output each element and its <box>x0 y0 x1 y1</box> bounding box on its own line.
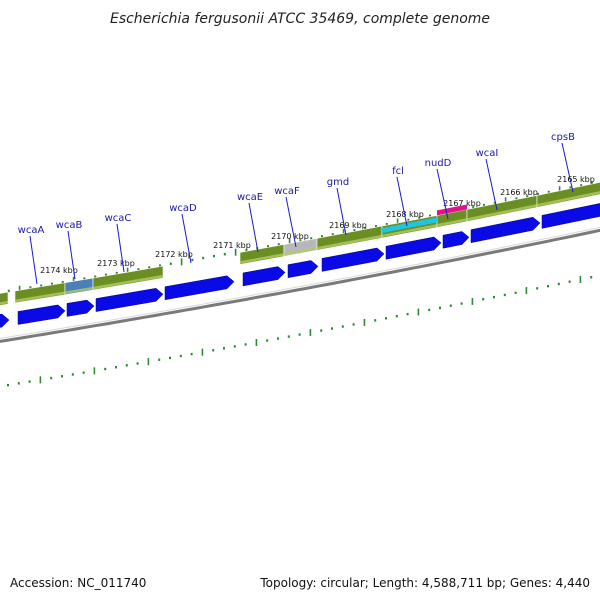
gene-leader-line <box>561 142 574 193</box>
gene-leader-line <box>285 196 297 248</box>
cds-arrow-track <box>0 203 600 328</box>
kbp-tick-label: 2169 kbp <box>329 221 367 230</box>
cds-arrow <box>470 216 541 244</box>
gene-label-gmd: gmd <box>327 177 349 188</box>
kbp-tick-label: 2166 kbp <box>500 188 538 197</box>
gene-bar-highlight <box>64 286 94 294</box>
gene-label-nudD: nudD <box>425 158 452 169</box>
gene-label-fcl: fcl <box>392 166 404 177</box>
inner-tick-track <box>7 275 593 387</box>
cds-arrow <box>321 247 385 272</box>
gene-bar-highlight <box>283 247 318 256</box>
kbp-tick-label: 2171 kbp <box>213 241 251 250</box>
gene-label-cpsB: cpsB <box>551 132 575 143</box>
cds-arrow <box>287 260 319 279</box>
accession-text: Accession: NC_011740 <box>10 576 146 590</box>
gene-leader-line <box>67 230 76 280</box>
cds-arrow <box>442 231 470 249</box>
gene-labels: cpsB wcaI nudD fcl gmd wcaF wcaE wcaD wcaC wcaB wc… <box>18 132 575 285</box>
gene-bar-highlight <box>239 253 285 264</box>
map-title: Escherichia fergusonii ATCC 35469, compl… <box>110 11 490 27</box>
gene-leader-line <box>116 223 125 273</box>
gene-bar-highlight <box>0 300 9 305</box>
gene-label-wcaE: wcaE <box>237 192 263 203</box>
gene-leader-line <box>336 187 347 236</box>
gene-bar-highlight <box>466 204 538 221</box>
cds-arrow <box>0 313 10 328</box>
gene-bar-highlight <box>436 218 468 227</box>
gene-bar-accent <box>437 204 467 216</box>
kbp-tick-label: 2165 kbp <box>557 175 595 184</box>
gene-bar-highlight <box>381 224 438 238</box>
gene-bar-highlight <box>14 291 66 303</box>
kbp-tick-label: 2174 kbp <box>40 266 78 275</box>
genome-backbone <box>0 226 600 343</box>
cds-arrow <box>17 304 66 325</box>
kbp-tick-label: 2167 kbp <box>443 199 481 208</box>
genome-summary-text: Topology: circular; Length: 4,588,711 bp… <box>259 576 590 590</box>
gene-bar-segment <box>0 291 9 306</box>
gene-label-wcaF: wcaF <box>274 186 300 197</box>
backbone-highlight <box>0 226 600 339</box>
backbone-line <box>0 228 600 343</box>
cds-arrow <box>95 288 164 312</box>
gene-leader-line <box>181 213 192 264</box>
cds-arrow <box>541 203 600 229</box>
cds-arrow <box>164 275 235 301</box>
cds-arrow <box>242 266 286 287</box>
gene-bar-accent <box>382 217 437 234</box>
gene-bar-highlight <box>92 274 164 290</box>
gene-leader-line <box>485 158 498 211</box>
gene-bar-highlight <box>536 191 600 207</box>
kbp-tick-label: 2170 kbp <box>271 232 309 241</box>
gene-label-wcaI: wcaI <box>476 148 499 159</box>
gene-bar-highlight <box>316 234 383 250</box>
gene-leader-line <box>29 235 38 285</box>
gene-label-wcaC: wcaC <box>105 213 132 224</box>
gene-leader-line <box>436 168 449 220</box>
kbp-tick-label: 2173 kbp <box>97 259 135 268</box>
cds-arrow <box>385 236 442 260</box>
gene-label-wcaA: wcaA <box>18 225 45 236</box>
gene-label-wcaD: wcaD <box>169 203 197 214</box>
cds-arrow <box>66 299 95 317</box>
gene-leader-line <box>396 176 408 227</box>
gene-feature-bars <box>0 182 600 306</box>
kbp-tick-label: 2172 kbp <box>155 250 193 259</box>
gene-label-wcaB: wcaB <box>56 220 83 231</box>
gene-leader-line <box>248 202 259 253</box>
